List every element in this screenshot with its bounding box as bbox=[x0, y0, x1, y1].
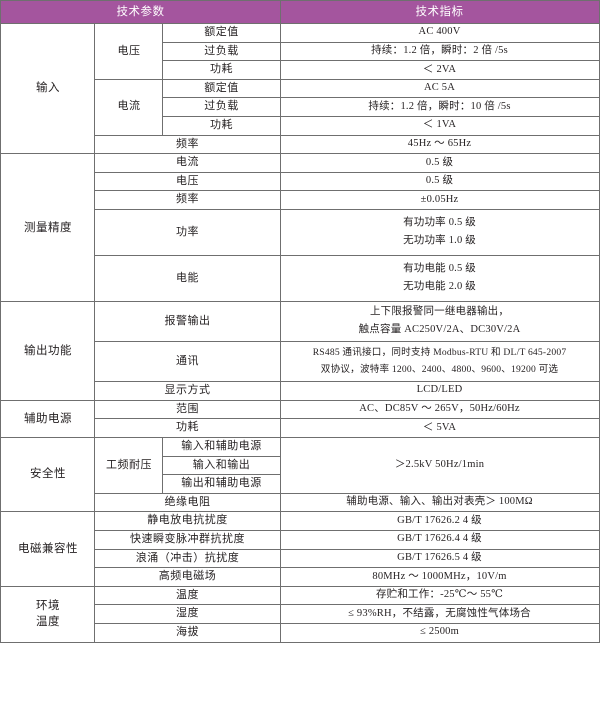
table-row: 功耗 ＜ 5VA bbox=[1, 418, 600, 438]
table-row: 安全性 工频耐压 输入和辅助电源 ＞2.5kV 50Hz/1min bbox=[0, 436, 600, 513]
table-row: 电流 额定值 AC 5A bbox=[1, 78, 600, 136]
value-cell: 上下限报警同一继电器输出， 触点容量 AC250V/2A、DC30V/2A bbox=[279, 301, 600, 343]
header-technical-parameters: 技术参数 bbox=[0, 0, 281, 24]
value-cell: 0.5 级 bbox=[279, 153, 600, 173]
value-line: 上下限报警同一继电器输出， bbox=[369, 306, 510, 318]
value-line: 无功电能 2.0 级 bbox=[403, 281, 476, 293]
item-label: 范围 bbox=[94, 399, 281, 420]
table-row: 海拔 ≤ 2500m bbox=[1, 623, 600, 643]
group-label-line: 环境 bbox=[35, 599, 60, 612]
item-label: 快速瞬变脉冲群抗扰度 bbox=[94, 529, 281, 550]
table-row: 过负载 持续：1.2 倍，瞬时：10 倍 /5s bbox=[1, 97, 600, 118]
item-label: 电压 bbox=[94, 171, 281, 192]
value-cell: 有功功率 0.5 级 无功功率 1.0 级 bbox=[279, 209, 600, 257]
subgroup-label-current: 电流 bbox=[94, 78, 164, 136]
value-cell: ≤ 2500m bbox=[279, 623, 600, 643]
table-row: 显示方式 LCD/LED bbox=[1, 381, 600, 401]
value-cell: AC 400V bbox=[279, 23, 600, 43]
value-cell: GB/T 17626.4 4 级 bbox=[279, 529, 600, 550]
value-line: 触点容量 AC250V/2A、DC30V/2A bbox=[358, 324, 521, 336]
table-row: 输出功能 报警输出 上下限报警同一继电器输出， 触点容量 AC250V/2A、D… bbox=[0, 301, 600, 401]
item-label: 温度 bbox=[94, 585, 281, 606]
table-row: 频率 ±0.05Hz bbox=[1, 190, 600, 211]
value-cell: 0.5 级 bbox=[279, 171, 600, 192]
item-label: 静电放电抗扰度 bbox=[94, 511, 281, 531]
value-cell: AC 5A bbox=[279, 78, 600, 99]
table-row: 电能 有功电能 0.5 级 无功电能 2.0 级 bbox=[1, 255, 600, 303]
value-cell: 辅助电源、输入、输出对表壳＞ 100MΩ bbox=[279, 492, 600, 513]
table-row: 输入 电压 额定值 AC 400V bbox=[0, 22, 600, 155]
item-label: 频率 bbox=[94, 134, 281, 155]
table-row: 通讯 RS485 通讯接口，同时支持 Modbus-RTU 和 DL/T 645… bbox=[1, 341, 600, 383]
value-cell: GB/T 17626.5 4 级 bbox=[279, 548, 600, 569]
value-cell: AC、DC85V ～ 265V，50Hz/60Hz bbox=[279, 399, 600, 420]
group-label-safety: 安全性 bbox=[0, 436, 96, 513]
table-row: 输出和辅助电源 bbox=[1, 474, 599, 494]
value-cell: 45Hz ～ 65Hz bbox=[279, 134, 600, 155]
table-row: 输入和输出 bbox=[1, 455, 599, 476]
value-line: 双协议，波特率 1200、2400、4800、9600、19200 可选 bbox=[320, 364, 559, 376]
table-row: 电磁兼容性 静电放电抗扰度 GB/T 17626.2 4 级 bbox=[0, 511, 600, 587]
header-technical-specifications: 技术指标 bbox=[279, 0, 600, 24]
group-label-input: 输入 bbox=[0, 22, 96, 155]
item-label: 额定值 bbox=[162, 78, 281, 99]
item-label: 电能 bbox=[94, 255, 281, 303]
value-cell: ＜ 1VA bbox=[279, 116, 600, 136]
item-label: 显示方式 bbox=[94, 381, 281, 401]
value-cell: 80MHz ～ 1000MHz，10V/m bbox=[279, 567, 600, 587]
table-row: 测量精度 电流 0.5 级 bbox=[0, 153, 600, 303]
value-cell: LCD/LED bbox=[279, 381, 600, 401]
item-label: 电流 bbox=[94, 153, 281, 173]
item-label: 海拔 bbox=[94, 623, 281, 643]
value-cell: 存贮和工作：-25℃～ 55℃ bbox=[279, 585, 600, 606]
value-cell: RS485 通讯接口，同时支持 Modbus-RTU 和 DL/T 645-20… bbox=[279, 341, 600, 383]
item-label: 额定值 bbox=[162, 23, 281, 43]
item-label: 功耗 bbox=[162, 116, 281, 136]
item-label: 功耗 bbox=[94, 418, 281, 438]
item-label: 浪涌（冲击）抗扰度 bbox=[94, 548, 281, 569]
value-line: 无功功率 1.0 级 bbox=[403, 235, 476, 247]
item-label: 湿度 bbox=[94, 604, 281, 625]
value-cell: ＜ 2VA bbox=[279, 60, 600, 80]
item-label: 功耗 bbox=[162, 60, 281, 80]
value-line: 有功功率 0.5 级 bbox=[403, 217, 476, 229]
table-header-row: 技术参数 技术指标 bbox=[0, 0, 600, 24]
item-label: 输出和辅助电源 bbox=[162, 474, 281, 494]
table-row: 功耗 ＜ 2VA bbox=[1, 60, 600, 80]
table-row: 湿度 ≤ 93%RH，不结露，无腐蚀性气体场合 bbox=[1, 604, 600, 625]
item-label: 高频电磁场 bbox=[94, 567, 281, 587]
item-label: 输入和辅助电源 bbox=[162, 436, 281, 457]
group-label-environment-temperature: 环境 温度 bbox=[0, 585, 96, 643]
value-line: RS485 通讯接口，同时支持 Modbus-RTU 和 DL/T 645-20… bbox=[312, 347, 567, 359]
group-label-emc: 电磁兼容性 bbox=[0, 511, 96, 587]
subgroup-label-voltage: 电压 bbox=[94, 23, 164, 80]
item-label: 功率 bbox=[94, 209, 281, 257]
value-line: 有功电能 0.5 级 bbox=[403, 263, 476, 275]
item-label: 过负载 bbox=[162, 41, 281, 62]
value-cell: 持续：1.2 倍，瞬时：2 倍 /5s bbox=[279, 41, 600, 62]
value-cell: 有功电能 0.5 级 无功电能 2.0 级 bbox=[279, 255, 600, 303]
item-label: 频率 bbox=[94, 190, 281, 211]
technical-specification-table: 技术参数 技术指标 输入 电压 额定值 AC 400V 过负载 持续：1.2 倍… bbox=[0, 0, 600, 643]
value-cell: ≤ 93%RH，不结露，无腐蚀性气体场合 bbox=[279, 604, 600, 625]
table-row: 浪涌（冲击）抗扰度 GB/T 17626.5 4 级 bbox=[1, 548, 600, 569]
group-label-auxiliary-power: 辅助电源 bbox=[0, 399, 96, 438]
subgroup-label-power-frequency-withstand: 工频耐压 bbox=[94, 436, 164, 494]
table-row: 绝缘电阻 辅助电源、输入、输出对表壳＞ 100MΩ bbox=[1, 492, 600, 513]
value-cell: ±0.05Hz bbox=[279, 190, 600, 211]
table-row: 辅助电源 范围 AC、DC85V ～ 265V，50Hz/60Hz bbox=[0, 399, 600, 438]
group-label-output-function: 输出功能 bbox=[0, 301, 96, 401]
item-label: 输入和输出 bbox=[162, 455, 281, 476]
value-cell: ＞2.5kV 50Hz/1min bbox=[279, 436, 600, 494]
value-cell: 持续：1.2 倍，瞬时：10 倍 /5s bbox=[279, 97, 600, 118]
group-label-line: 温度 bbox=[35, 616, 60, 629]
item-label: 过负载 bbox=[162, 97, 281, 118]
group-label-measurement-accuracy: 测量精度 bbox=[0, 153, 96, 303]
item-label: 报警输出 bbox=[94, 301, 281, 343]
table-row: 环境 温度 温度 存贮和工作：-25℃～ 55℃ bbox=[0, 585, 600, 643]
item-label: 通讯 bbox=[94, 341, 281, 383]
item-label: 绝缘电阻 bbox=[94, 492, 281, 513]
value-cell: ＜ 5VA bbox=[279, 418, 600, 438]
value-cell: GB/T 17626.2 4 级 bbox=[279, 511, 600, 531]
